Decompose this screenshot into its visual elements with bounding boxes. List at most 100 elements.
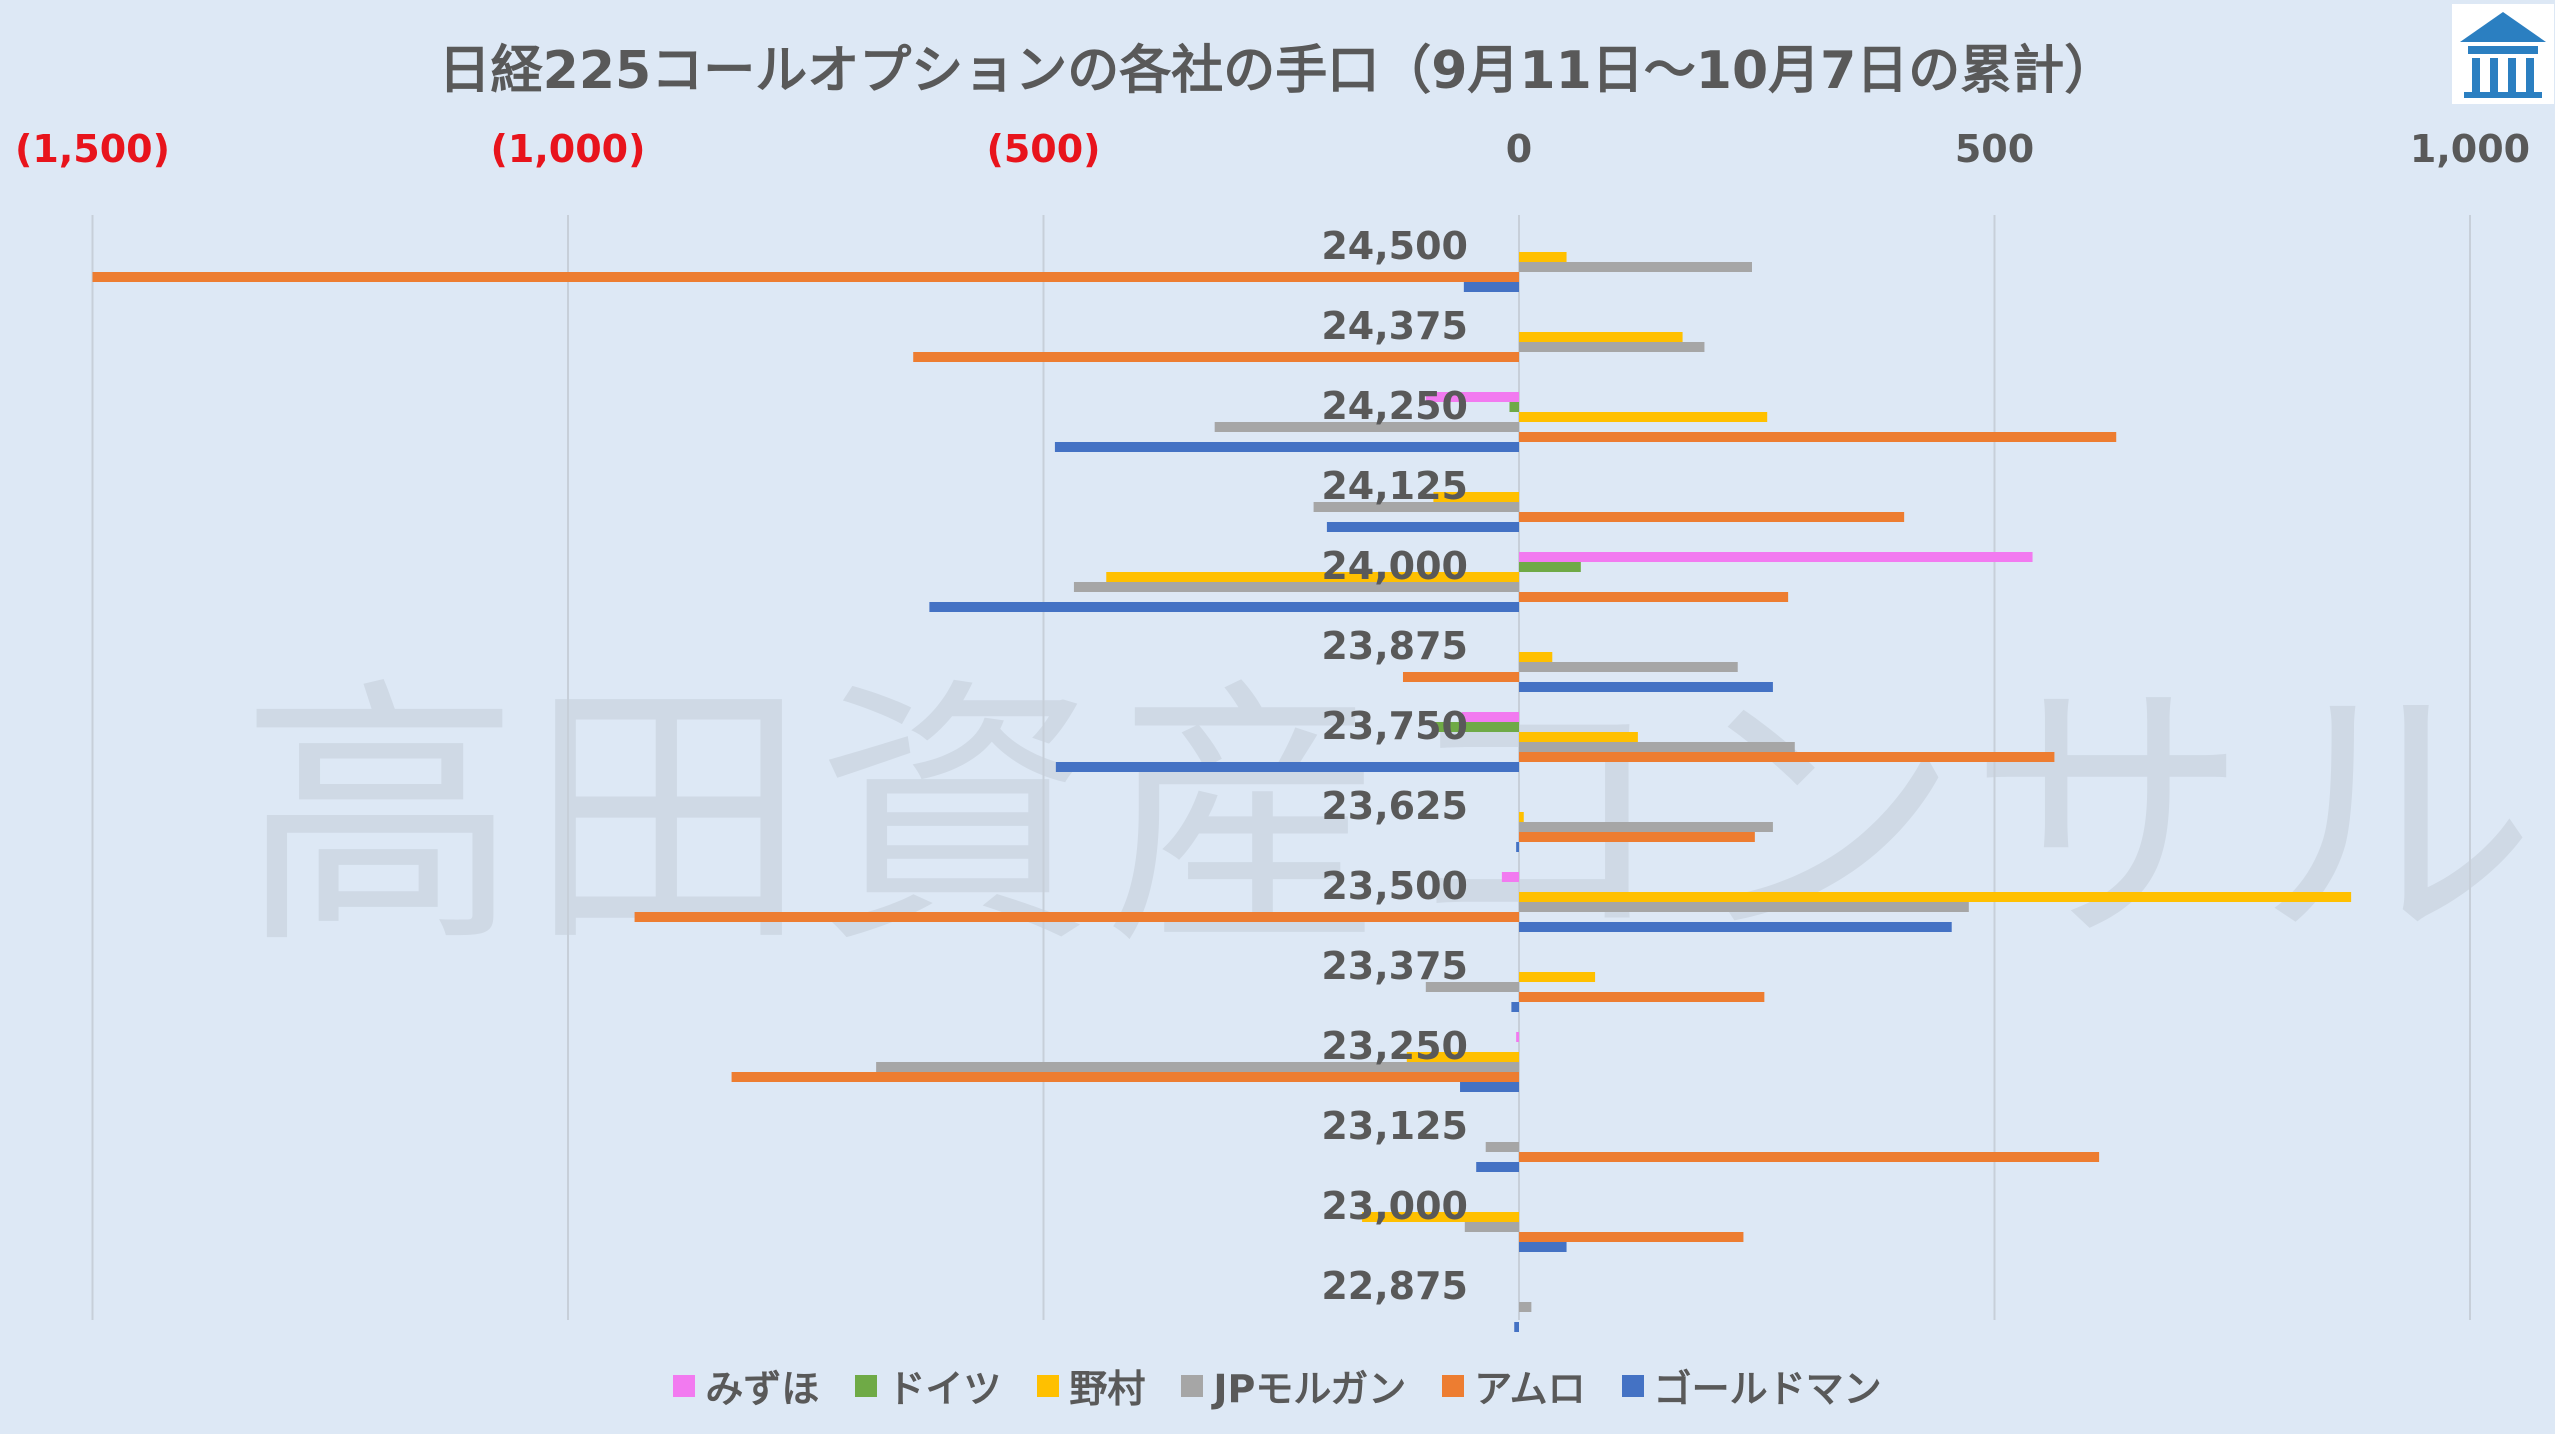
bar-野村-23,375 (1519, 972, 1596, 982)
bar-野村-23,875 (1519, 652, 1553, 662)
legend-label: JPモルガン (1213, 1367, 1407, 1411)
bar-ドイツ-24,000 (1519, 562, 1581, 572)
category-label: 24,125 (1321, 464, 1468, 508)
bar-JPモルガン-22,875 (1519, 1302, 1532, 1312)
bar-アムロ-23,125 (1519, 1152, 2100, 1162)
bar-みずほ-24,250 (1425, 392, 1519, 402)
bar-ゴールドマン-24,250 (1054, 442, 1519, 452)
bar-アムロ-24,000 (1519, 592, 1789, 602)
bar-JPモルガン-23,750 (1519, 742, 1795, 752)
legend-swatch (1037, 1374, 1060, 1397)
bar-JPモルガン-23,375 (1425, 982, 1519, 992)
bar-アムロ-23,500 (634, 912, 1519, 922)
bar-野村-23,000 (1362, 1212, 1519, 1222)
x-tick-label: 1,000 (2410, 127, 2530, 171)
bar-野村-23,750 (1519, 732, 1638, 742)
category-label: 23,375 (1321, 944, 1468, 988)
bar-ゴールドマン-24,125 (1326, 522, 1519, 532)
category-label: 22,875 (1321, 1264, 1468, 1308)
bar-野村-23,625 (1519, 812, 1524, 822)
bar-アムロ-23,750 (1519, 752, 2055, 762)
bar-アムロ-23,000 (1519, 1232, 1744, 1242)
legend-label: ドイツ (887, 1367, 1002, 1411)
bar-JPモルガン-24,375 (1519, 342, 1705, 352)
bar-ゴールドマン-23,875 (1519, 682, 1773, 692)
bar-みずほ-24,000 (1519, 552, 2033, 562)
bar-ドイツ-23,750 (1433, 722, 1519, 732)
company-logo (2452, 4, 2554, 104)
x-axis-ticks: (1,500) (1,000) (500) 0 500 1,000 (15, 127, 2530, 171)
legend-item: みずほ (673, 1358, 819, 1413)
category-label: 23,125 (1321, 1104, 1468, 1148)
watermark: 高田資産コンサル (240, 656, 2544, 982)
x-tick-label: (1,000) (491, 127, 646, 171)
grid-lines (91, 215, 2471, 1320)
bar-アムロ-24,500 (92, 272, 1519, 282)
x-tick-label: 0 (1506, 127, 1532, 171)
legend-item: ドイツ (855, 1358, 1001, 1413)
legend-item: ゴールドマン (1621, 1358, 1882, 1413)
bar-JPモルガン-24,500 (1519, 262, 1752, 272)
bar-JPモルガン-23,250 (876, 1062, 1519, 1072)
category-label: 24,250 (1321, 384, 1468, 428)
bar-ゴールドマン-24,000 (929, 602, 1519, 612)
bar-野村-24,500 (1519, 252, 1567, 262)
legend-swatch (1621, 1374, 1644, 1397)
legend-swatch (1181, 1374, 1204, 1397)
legend-swatch (1442, 1374, 1465, 1397)
bar-ゴールドマン-24,500 (1463, 282, 1519, 292)
category-label: 23,750 (1321, 704, 1468, 748)
bar-野村-24,125 (1433, 492, 1519, 502)
bar-アムロ-24,375 (913, 352, 1519, 362)
bar-JPモルガン-24,000 (1073, 582, 1519, 592)
legend: みずほ ドイツ 野村 JPモルガン アムロ ゴールドマン (0, 1358, 2555, 1413)
bar-JPモルガン-23,000 (1464, 1222, 1519, 1232)
building-logo-icon (2460, 12, 2546, 98)
bar-アムロ-24,125 (1519, 512, 1905, 522)
x-tick-label: 500 (1955, 127, 2034, 171)
bar-ゴールドマン-23,500 (1519, 922, 1952, 932)
bar-ゴールドマン-23,750 (1055, 762, 1519, 772)
category-label: 24,500 (1321, 224, 1468, 268)
category-label: 24,375 (1321, 304, 1468, 348)
bar-野村-23,500 (1519, 892, 2352, 902)
bar-野村-24,000 (1106, 572, 1519, 582)
legend-swatch (855, 1374, 878, 1397)
bar-JPモルガン-24,125 (1313, 502, 1519, 512)
category-label: 23,875 (1321, 624, 1468, 668)
bar-JPモルガン-23,500 (1519, 902, 1969, 912)
bar-ゴールドマン-23,250 (1460, 1082, 1519, 1092)
legend-label: 野村 (1069, 1367, 1146, 1411)
bar-ゴールドマン-23,000 (1519, 1242, 1567, 1252)
bar-JPモルガン-23,125 (1485, 1142, 1519, 1152)
bar-みずほ-23,250 (1516, 1032, 1519, 1042)
bar-野村-24,250 (1519, 412, 1768, 422)
category-label: 23,250 (1321, 1024, 1468, 1068)
bar-ゴールドマン-23,375 (1511, 1002, 1519, 1012)
bar-アムロ-23,625 (1519, 832, 1755, 842)
category-labels: 24,500 24,375 24,250 24,125 24,000 23,875 23,7… (1321, 224, 1468, 1308)
bar-JPモルガン-24,250 (1214, 422, 1519, 432)
legend-item: アムロ (1442, 1358, 1586, 1413)
bar-アムロ-24,250 (1519, 432, 2117, 442)
bar-アムロ-23,375 (1519, 992, 1765, 1002)
x-tick-label: (500) (986, 127, 1100, 171)
bar-みずほ-23,500 (1501, 872, 1519, 882)
bar-野村-23,250 (1406, 1052, 1519, 1062)
legend-swatch (673, 1374, 696, 1397)
x-tick-label: (1,500) (15, 127, 170, 171)
bar-アムロ-23,875 (1402, 672, 1519, 682)
category-label: 24,000 (1321, 544, 1468, 588)
bar-JPモルガン-23,625 (1519, 822, 1773, 832)
bar-JPモルガン-23,875 (1519, 662, 1738, 672)
bar-ゴールドマン-22,875 (1514, 1322, 1519, 1332)
legend-label: ゴールドマン (1653, 1367, 1882, 1411)
legend-label: みずほ (705, 1367, 820, 1411)
category-label: 23,500 (1321, 864, 1468, 908)
bar-ゴールドマン-23,625 (1516, 842, 1519, 852)
legend-item: 野村 (1037, 1358, 1145, 1413)
chart-title: 日経225コールオプションの各社の手口（9月11日～10月7日の累計） (438, 41, 2117, 101)
category-label: 23,625 (1321, 784, 1468, 828)
bar-みずほ-23,750 (1461, 712, 1519, 722)
bar-ドイツ-24,250 (1509, 402, 1519, 412)
